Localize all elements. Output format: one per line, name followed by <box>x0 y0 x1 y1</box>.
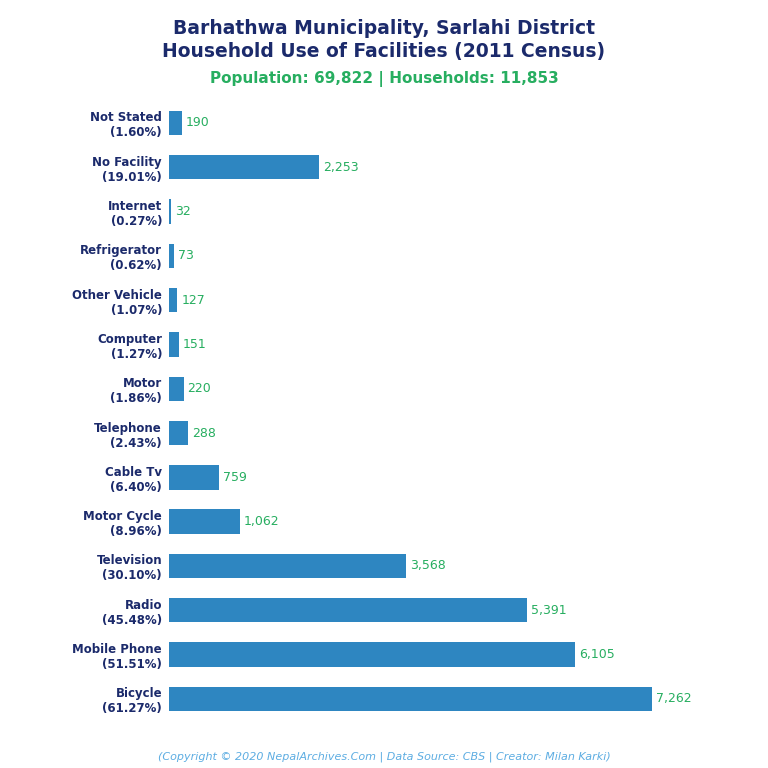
Bar <box>169 111 181 135</box>
Text: Barhathwa Municipality, Sarlahi District: Barhathwa Municipality, Sarlahi District <box>173 19 595 38</box>
Bar <box>169 465 220 489</box>
Bar <box>169 333 179 356</box>
Text: 1,062: 1,062 <box>243 515 280 528</box>
Bar <box>169 687 652 711</box>
Bar <box>169 155 319 180</box>
Text: (Copyright © 2020 NepalArchives.Com | Data Source: CBS | Creator: Milan Karki): (Copyright © 2020 NepalArchives.Com | Da… <box>157 751 611 762</box>
Bar <box>169 421 188 445</box>
Bar <box>169 598 528 623</box>
Bar <box>169 642 575 667</box>
Bar <box>169 288 177 313</box>
Text: 3,568: 3,568 <box>410 559 446 572</box>
Text: 220: 220 <box>187 382 211 396</box>
Bar <box>169 243 174 268</box>
Text: 127: 127 <box>181 293 205 306</box>
Text: Population: 69,822 | Households: 11,853: Population: 69,822 | Households: 11,853 <box>210 71 558 87</box>
Text: 32: 32 <box>175 205 190 218</box>
Text: 151: 151 <box>183 338 207 351</box>
Text: 2,253: 2,253 <box>323 161 359 174</box>
Text: 73: 73 <box>178 250 194 263</box>
Text: 6,105: 6,105 <box>579 648 614 661</box>
Bar <box>169 554 406 578</box>
Text: 190: 190 <box>186 116 210 129</box>
Text: 7,262: 7,262 <box>656 693 691 706</box>
Bar <box>169 199 171 223</box>
Bar <box>169 376 184 401</box>
Text: 288: 288 <box>192 426 216 439</box>
Text: Household Use of Facilities (2011 Census): Household Use of Facilities (2011 Census… <box>163 42 605 61</box>
Bar <box>169 509 240 534</box>
Text: 759: 759 <box>223 471 247 484</box>
Text: 5,391: 5,391 <box>531 604 567 617</box>
